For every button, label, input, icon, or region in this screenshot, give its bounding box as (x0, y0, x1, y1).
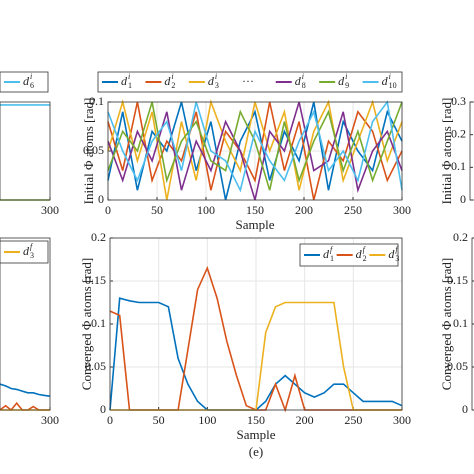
x-tick-label: 100 (198, 413, 216, 427)
y-tick-label: 0.2 (91, 230, 106, 244)
x-tick-label: 0 (107, 413, 113, 427)
legend-label-sup: f (363, 245, 367, 254)
legend-label-sub: 2 (363, 254, 367, 263)
x-tick-label: 300 (41, 413, 59, 427)
legend-label-sub: 3 (395, 254, 399, 263)
legend-label: d (23, 244, 30, 258)
x-tick-label: 200 (296, 413, 314, 427)
series-line (107, 100, 403, 193)
y-tick-label: 0.3 (451, 94, 466, 108)
legend-label-sub: 8 (302, 81, 306, 90)
legend-label: d (388, 247, 395, 261)
y-tick-label: 0.1 (91, 316, 106, 330)
plot-area (470, 102, 474, 200)
x-tick-label: 150 (246, 203, 264, 217)
y-tick-label: 0.15 (447, 273, 468, 287)
legend-box (97, 71, 403, 93)
x-tick-label: 0 (105, 203, 111, 217)
series-line (107, 101, 403, 191)
y-tick-label: 0.05 (85, 359, 106, 373)
y-tick-label: 0.1 (451, 159, 466, 173)
axes-box (107, 101, 403, 201)
x-tick-label: 300 (393, 203, 411, 217)
x-tick-label: 100 (197, 203, 215, 217)
series-line (107, 101, 403, 201)
x-tick-label: 50 (153, 413, 165, 427)
legend-label: d (356, 247, 363, 261)
legend-label: d (338, 74, 345, 88)
legend-label: d (164, 74, 171, 88)
legend-ellipsis: ··· (242, 74, 254, 88)
legend-label-sub: 9 (345, 81, 349, 90)
legend-label-sub: 2 (171, 81, 175, 90)
plot-area (0, 238, 50, 410)
series-line (0, 383, 51, 397)
legend-label-sup: i (345, 72, 347, 81)
axes-box (469, 101, 474, 201)
y-tick-label: 0.05 (83, 143, 104, 157)
y-tick-label: 0 (462, 402, 468, 416)
legend-box (0, 240, 49, 264)
y-axis-label: Initial Φ atoms [rad] (81, 98, 96, 205)
legend-label: d (121, 74, 128, 88)
y-tick-label: 0 (100, 402, 106, 416)
legend-label-sup: i (30, 72, 32, 81)
legend-label-sub: 3 (215, 81, 219, 90)
axes-box (0, 237, 51, 411)
legend-label-sup: f (395, 245, 399, 254)
legend-box (0, 71, 49, 93)
legend-label: d (208, 74, 215, 88)
x-tick-label: 150 (247, 413, 265, 427)
legend-label-sup: i (215, 72, 217, 81)
y-tick-label: 0 (460, 192, 466, 206)
y-tick-label: 0.05 (447, 359, 468, 373)
y-tick-label: 0.15 (85, 273, 106, 287)
x-axis-label: Sample (236, 217, 275, 232)
y-axis-label: Converged Φ atoms [rad] (439, 258, 454, 390)
y-tick-label: 0.1 (89, 94, 104, 108)
y-axis-label: Converged Φ atoms [rad] (79, 258, 94, 390)
legend-label-sup: f (330, 245, 334, 254)
x-tick-label: 50 (151, 203, 163, 217)
axes-box (0, 101, 51, 201)
caption: (e) (249, 444, 263, 459)
x-tick-label: 200 (295, 203, 313, 217)
legend-label-sub: 1 (330, 254, 334, 263)
legend-label: d (382, 74, 389, 88)
legend-label-sub: 10 (389, 81, 397, 90)
legend-label-sub: 3 (30, 251, 34, 260)
legend-label-sup: f (30, 242, 34, 251)
legend-label: d (323, 247, 330, 261)
legend-label-sup: i (389, 72, 391, 81)
legend-label-sup: i (128, 72, 130, 81)
axes-box (109, 237, 403, 411)
x-tick-label: 300 (393, 413, 411, 427)
legend-label: d (295, 74, 302, 88)
x-axis-label: Sample (237, 427, 276, 442)
legend-label-sup: i (171, 72, 173, 81)
axes-box (471, 237, 474, 411)
y-tick-label: 0.2 (453, 230, 468, 244)
legend-label: d (23, 74, 30, 88)
legend-label-sub: 1 (128, 81, 132, 90)
x-tick-label: 250 (344, 203, 362, 217)
legend-label-sup: i (302, 72, 304, 81)
y-tick-label: 0.2 (451, 126, 466, 140)
x-tick-label: 300 (41, 203, 59, 217)
y-tick-label: 0.1 (453, 316, 468, 330)
x-tick-label: 250 (344, 413, 362, 427)
legend-label-sub: 6 (30, 81, 34, 90)
y-axis-label: Initial Φ atoms [rad] (439, 98, 454, 205)
plot-area (0, 102, 50, 200)
y-tick-label: 0 (98, 192, 104, 206)
